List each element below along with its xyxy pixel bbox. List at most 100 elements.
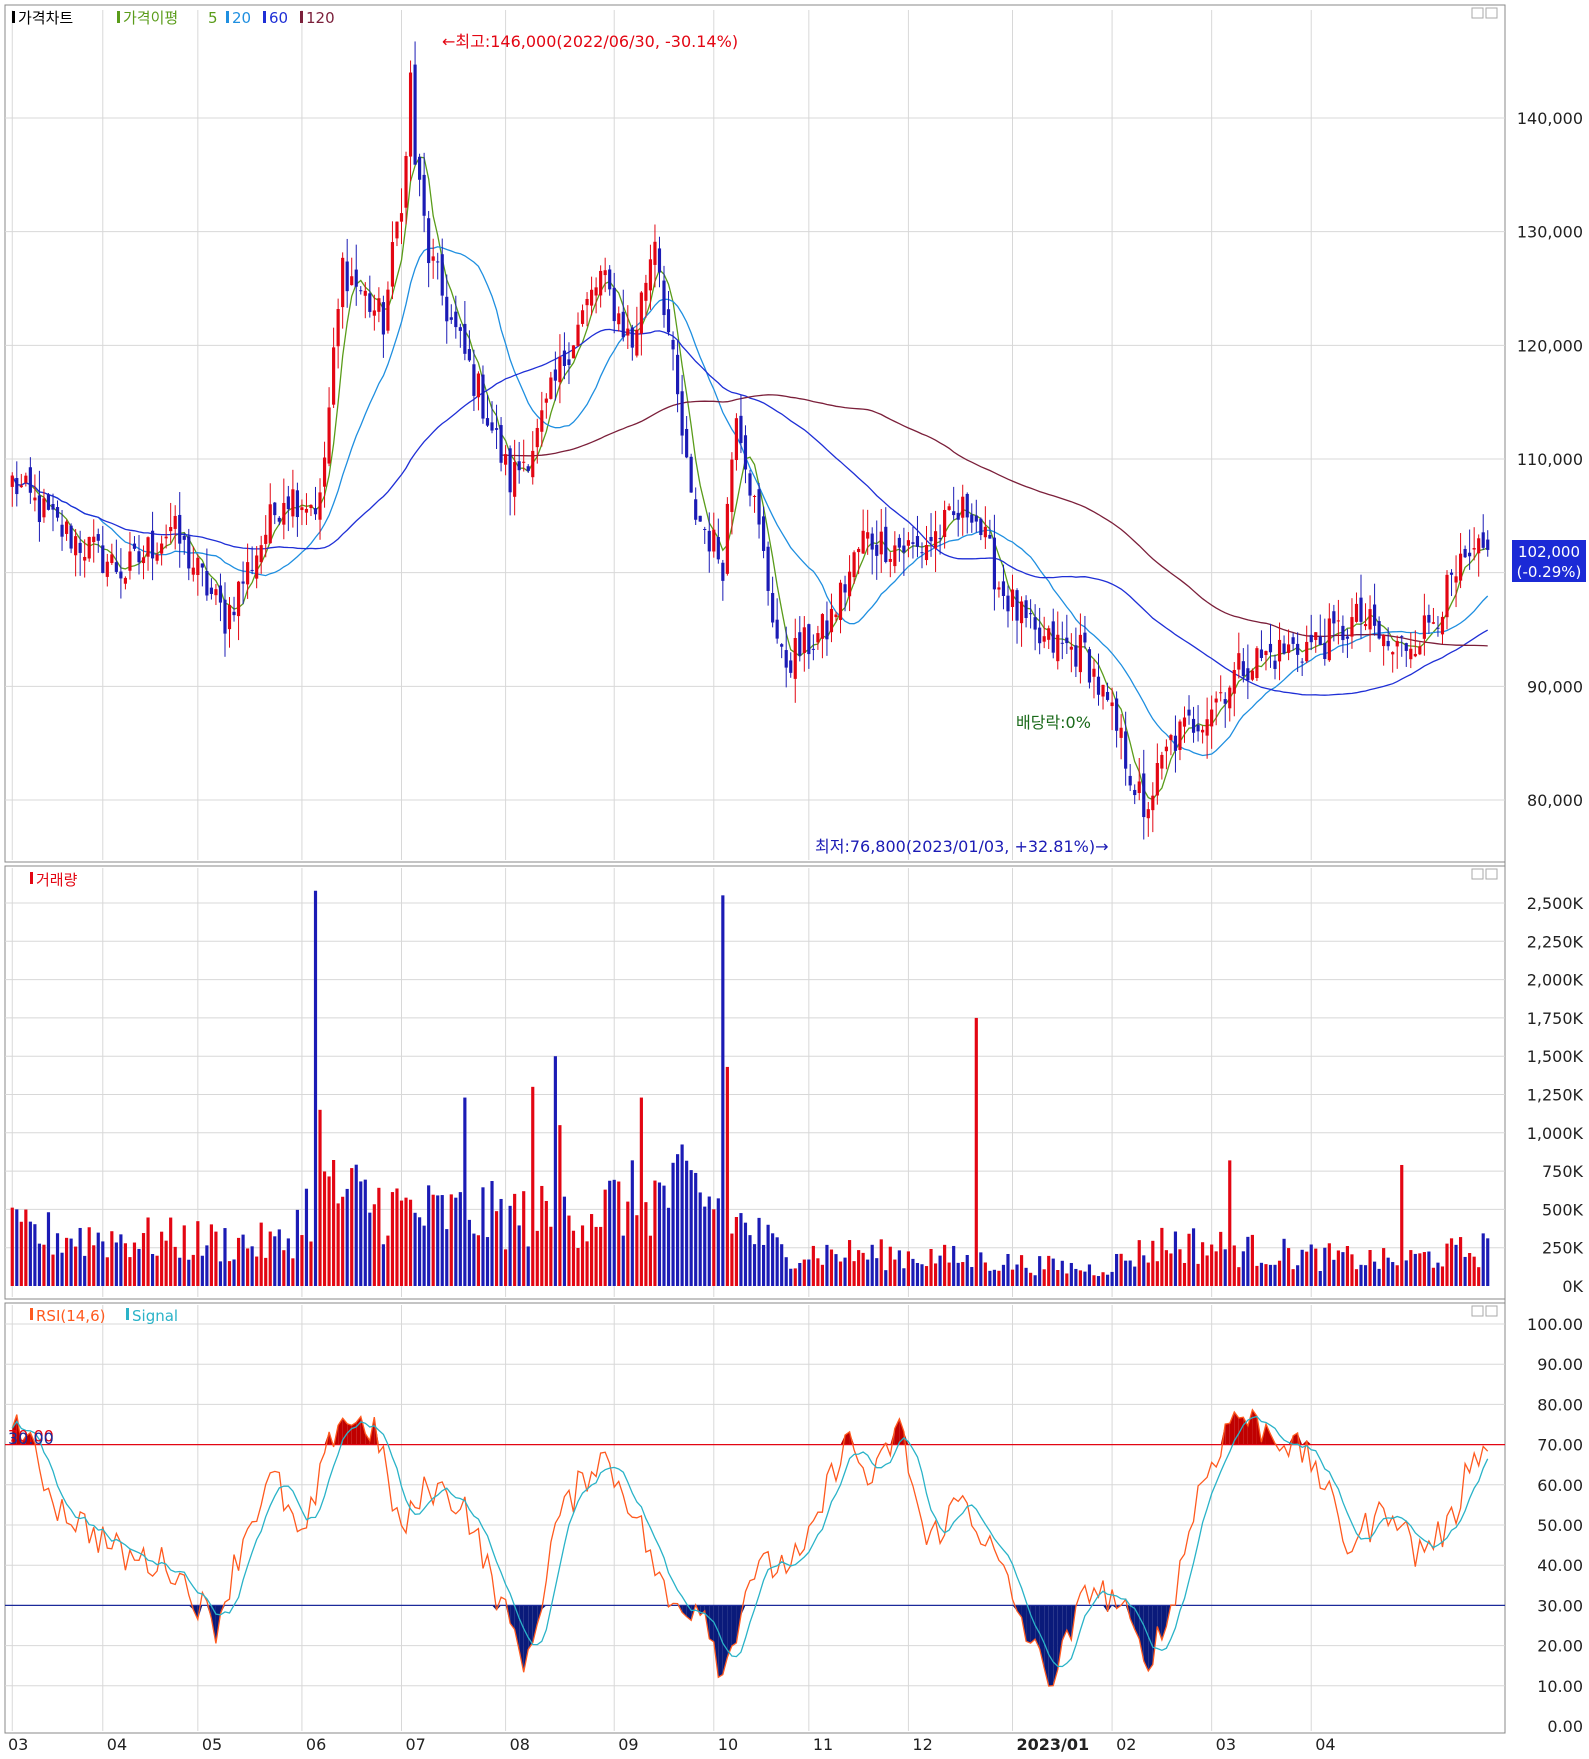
rsi-overbought-fill — [324, 1431, 330, 1445]
candle-body — [571, 345, 576, 359]
minimize-icon[interactable] — [1471, 1305, 1484, 1317]
candle-body — [585, 298, 589, 306]
legend-ma120[interactable]: 120 — [306, 9, 335, 27]
volume-bar — [513, 1193, 517, 1286]
candle-body — [1391, 652, 1395, 655]
candle — [771, 576, 775, 628]
candle-body — [42, 498, 46, 518]
maximize-icon[interactable] — [1485, 868, 1498, 880]
candle — [1010, 574, 1015, 621]
candle-body — [1146, 809, 1150, 819]
candle-body — [1246, 668, 1250, 681]
volume-bar — [1395, 1265, 1399, 1286]
rsi-oversold-fill — [722, 1605, 728, 1675]
candle-body — [1124, 731, 1128, 769]
candle-body — [621, 311, 625, 338]
candle-body — [1449, 572, 1454, 575]
candle — [653, 224, 657, 288]
volume-bar — [354, 1164, 358, 1286]
candle-body — [1069, 646, 1073, 650]
candle — [1318, 614, 1322, 646]
candle — [1178, 719, 1182, 761]
legend-volume[interactable]: 거래량 — [36, 871, 78, 889]
candle-body — [1001, 581, 1006, 596]
candle-body — [1264, 651, 1268, 656]
candle-body — [1454, 576, 1458, 583]
candle-body — [51, 504, 55, 510]
candle-body — [504, 454, 508, 465]
volume-bar — [132, 1242, 137, 1286]
candle-body — [472, 364, 476, 396]
candle — [594, 277, 598, 314]
candle-body — [164, 536, 168, 539]
candle-body — [300, 507, 304, 511]
candle — [246, 543, 250, 599]
candle — [250, 546, 254, 575]
volume-bar — [431, 1194, 435, 1286]
minimize-icon[interactable] — [1471, 7, 1484, 19]
candle-body — [1354, 603, 1359, 622]
volume-bar — [336, 1203, 340, 1286]
candle — [798, 616, 802, 662]
volume-bar — [1309, 1244, 1313, 1286]
volume-bar — [816, 1258, 820, 1286]
minimize-icon[interactable] — [1471, 868, 1484, 880]
candle — [386, 281, 390, 334]
volume-bar — [114, 1242, 118, 1286]
volume-bar — [83, 1255, 87, 1286]
legend-price-chart[interactable]: 가격차트 — [18, 9, 73, 27]
candle — [205, 548, 209, 601]
candle — [703, 526, 707, 545]
candle — [1182, 706, 1187, 743]
legend-ma20[interactable]: 20 — [232, 9, 251, 27]
candle-body — [1024, 600, 1028, 618]
candle — [662, 265, 666, 328]
legend-ma60[interactable]: 60 — [269, 9, 288, 27]
rsi-panel-controls[interactable] — [1471, 1305, 1498, 1317]
candle — [236, 580, 241, 641]
price-panel-controls[interactable] — [1471, 7, 1498, 19]
legend-price-ma[interactable]: 가격이평 — [123, 9, 178, 27]
volume-panel-controls[interactable] — [1471, 868, 1498, 880]
candle — [227, 597, 232, 648]
volume-bar — [1178, 1249, 1182, 1286]
maximize-icon[interactable] — [1485, 7, 1498, 19]
candle-body — [1105, 691, 1110, 700]
candle-body — [1395, 640, 1399, 647]
candle — [218, 573, 223, 622]
volume-bar — [730, 1233, 734, 1286]
volume-bar — [997, 1270, 1001, 1286]
candle — [327, 387, 331, 467]
volume-bar — [322, 1171, 327, 1286]
candle — [689, 453, 693, 493]
candle-body — [1038, 627, 1042, 644]
volume-bar — [884, 1270, 888, 1286]
candle-body — [1409, 648, 1413, 660]
candle — [169, 502, 173, 544]
candle — [173, 505, 177, 550]
candle — [241, 561, 245, 605]
volume-bar — [458, 1192, 462, 1286]
candle-body — [137, 551, 141, 563]
candle — [513, 439, 517, 516]
rsi-oversold-fill — [718, 1605, 723, 1678]
candle-body — [1083, 632, 1087, 643]
candle-body — [843, 584, 847, 593]
legend-ma5[interactable]: 5 — [208, 9, 218, 27]
candle-body — [1087, 649, 1092, 683]
candle-body — [834, 614, 838, 618]
candle — [526, 464, 530, 473]
legend-signal[interactable]: Signal — [132, 1307, 178, 1325]
candle-body — [1323, 642, 1327, 660]
candle-body — [327, 407, 331, 464]
candle — [952, 486, 956, 520]
candle-body — [28, 467, 32, 493]
rsi-overbought-fill — [1229, 1411, 1235, 1445]
candle-body — [513, 462, 517, 497]
candle — [1191, 706, 1196, 743]
candle-body — [866, 532, 870, 539]
maximize-icon[interactable] — [1485, 1305, 1498, 1317]
candle — [92, 519, 96, 563]
legend-rsi[interactable]: RSI(14,6) — [36, 1307, 105, 1325]
candle-body — [1468, 552, 1472, 557]
